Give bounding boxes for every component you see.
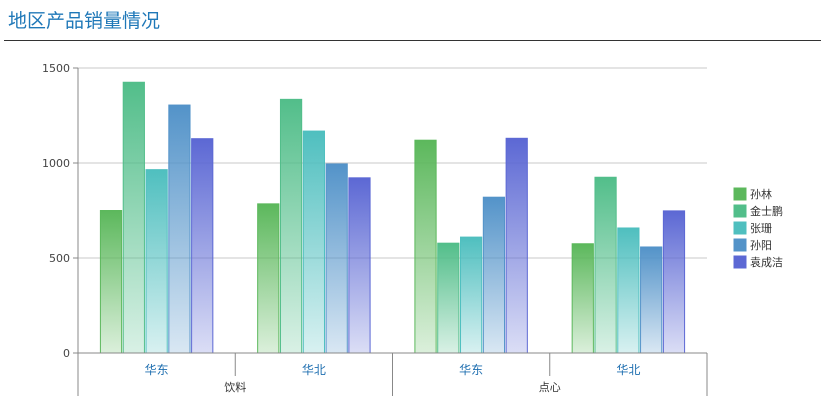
x-category-label: 华北 <box>302 363 326 377</box>
title-divider <box>4 40 821 41</box>
legend-label: 金士鹏 <box>750 204 783 218</box>
bar-张珊-1 <box>302 130 325 354</box>
legend-swatch <box>733 204 747 218</box>
bar-张珊-0 <box>145 169 168 354</box>
bars <box>99 81 686 354</box>
bar-金士鹏-3 <box>594 176 617 354</box>
legend-label: 张珊 <box>750 222 772 235</box>
bar-孙阳-1 <box>325 163 348 354</box>
bar-孙阳-2 <box>482 196 506 354</box>
bar-袁成洁-1 <box>348 177 371 354</box>
legend-label: 袁成洁 <box>750 256 783 269</box>
legend-label: 孙阳 <box>750 239 772 252</box>
bar-孙林-2 <box>414 139 437 354</box>
y-axis-ticks: 0 500 1000 1500 <box>42 62 79 360</box>
bar-孙林-0 <box>99 210 123 354</box>
bar-孙林-1 <box>257 203 280 354</box>
bar-袁成洁-0 <box>191 138 214 354</box>
x-group-label: 饮料 <box>224 380 246 394</box>
y-tick-label: 500 <box>49 252 70 265</box>
x-group-label: 点心 <box>539 381 561 394</box>
chart-title: 地区产品销量情况 <box>8 10 161 32</box>
legend-swatch <box>733 238 747 252</box>
legend-swatch <box>733 187 747 201</box>
bar-孙阳-3 <box>640 246 663 354</box>
bar-张珊-3 <box>617 227 640 354</box>
bar-袁成洁-3 <box>662 210 686 354</box>
bar-金士鹏-2 <box>437 242 460 354</box>
x-category-label: 华东 <box>145 363 169 377</box>
legend-swatch <box>733 255 747 269</box>
bar-金士鹏-1 <box>279 98 303 354</box>
bar-袁成洁-2 <box>505 137 528 354</box>
y-tick-label: 1000 <box>42 157 70 170</box>
bar-张珊-2 <box>460 236 483 354</box>
bar-金士鹏-0 <box>122 81 145 354</box>
legend-swatch <box>733 221 747 235</box>
bar-孙林-3 <box>571 243 594 354</box>
x-category-label: 华北 <box>616 363 640 377</box>
y-tick-label: 1500 <box>42 62 70 75</box>
bar-孙阳-0 <box>168 104 191 354</box>
y-tick-label: 0 <box>63 347 70 360</box>
legend-label: 孙林 <box>750 187 772 201</box>
x-category-label: 华东 <box>459 363 483 377</box>
